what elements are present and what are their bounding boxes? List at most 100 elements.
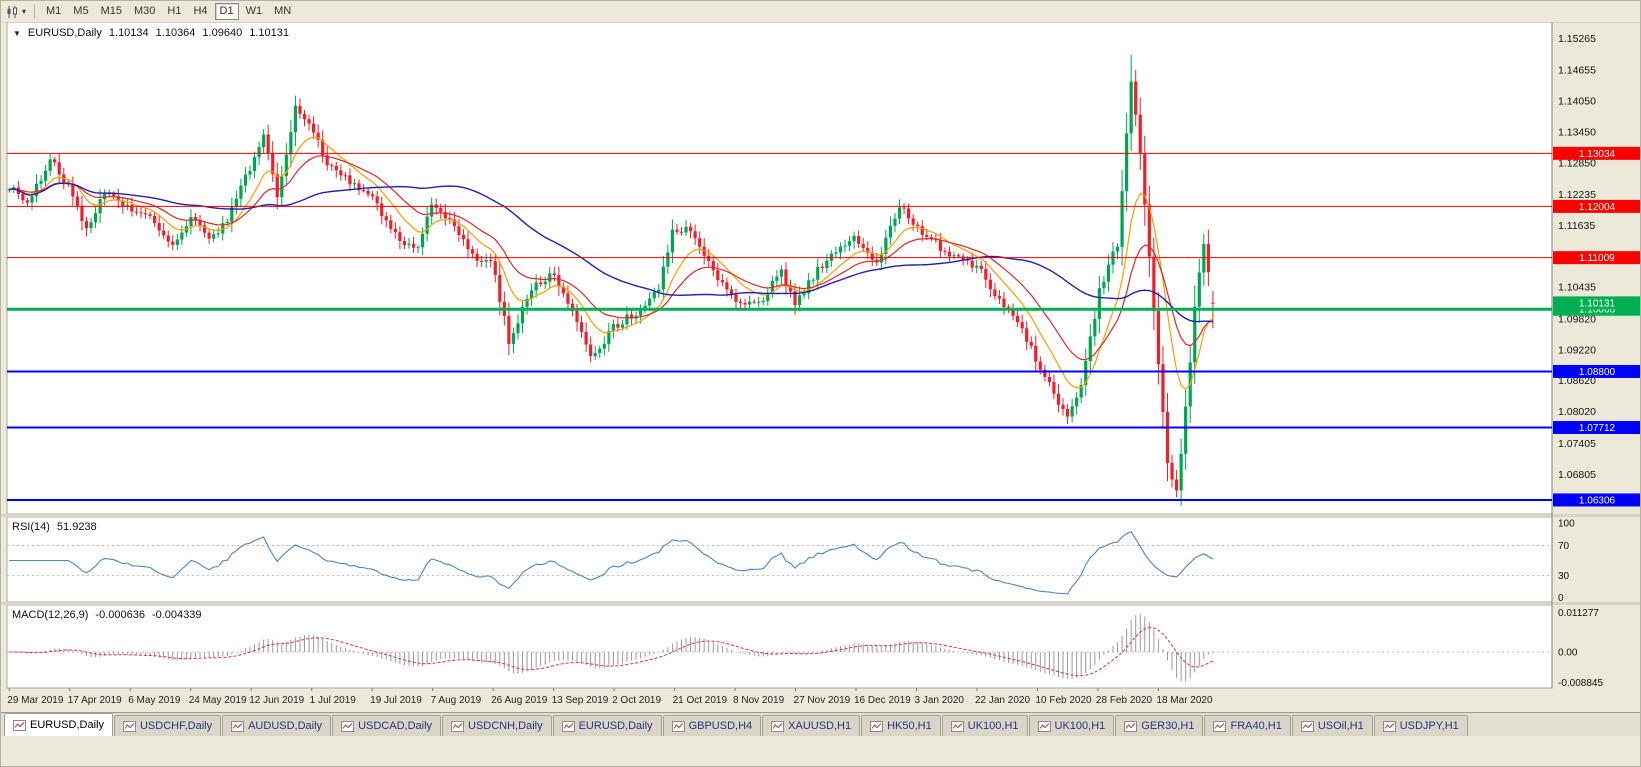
tab-uk100-h1-2[interactable]: UK100,H1 [1028, 715, 1115, 736]
timeframe-h1-button[interactable]: H1 [162, 3, 186, 20]
tab-label: FRA40,H1 [1230, 720, 1282, 732]
svg-text:12 Jun 2019: 12 Jun 2019 [249, 695, 304, 706]
tab-label: EURUSD,Daily [30, 719, 104, 731]
macd-indicator-title: MACD(12,26,9) -0.000636 -0.004339 [12, 609, 209, 621]
tab-ger30-h1[interactable]: GER30,H1 [1115, 715, 1204, 736]
timeframe-toolbar: ▾ M1 M5 M15 M30 H1 H4 D1 W1 MN [1, 1, 1640, 23]
chart-title: ▼ EURUSD,Daily 1.10134 1.10364 1.09640 1.1013… [13, 27, 296, 39]
svg-text:1.08620: 1.08620 [1558, 375, 1596, 387]
tab-eurusd-daily-2[interactable]: EURUSD,Daily [552, 715, 662, 736]
rsi-indicator-title: RSI(14) 51.9238 [12, 521, 104, 533]
svg-text:18 Mar 2020: 18 Mar 2020 [1156, 695, 1213, 706]
tab-usoil-h1[interactable]: USOil,H1 [1291, 715, 1373, 736]
chart-type-dropdown-icon[interactable]: ▾ [22, 7, 27, 16]
svg-text:1.07405: 1.07405 [1558, 438, 1596, 450]
svg-text:1.06306: 1.06306 [1579, 495, 1616, 506]
tab-chart-icon [1300, 720, 1314, 732]
svg-text:17 Apr 2019: 17 Apr 2019 [68, 695, 122, 706]
svg-text:1.09820: 1.09820 [1558, 313, 1596, 325]
tab-label: UK100,H1 [1054, 720, 1106, 732]
tab-usdjpy-h1[interactable]: USDJPY,H1 [1373, 715, 1468, 736]
chart-symbol: EURUSD,Daily [27, 27, 102, 39]
tab-label: UK100,H1 [967, 720, 1019, 732]
tab-xauusd-h1[interactable]: XAUUSD,H1 [762, 715, 861, 736]
tab-chart-icon [1213, 720, 1227, 732]
svg-text:1.10435: 1.10435 [1558, 282, 1596, 294]
macd-signal-value: -0.004339 [151, 609, 202, 621]
symbol-expand-icon[interactable]: ▼ [13, 29, 21, 38]
tab-label: USOil,H1 [1317, 720, 1364, 732]
tab-chart-icon [1124, 720, 1138, 732]
tab-chart-icon [771, 720, 785, 732]
svg-text:0.011277: 0.011277 [1558, 608, 1599, 619]
timeframe-m1-button[interactable]: M1 [41, 3, 66, 20]
tab-label: EURUSD,Daily [578, 720, 653, 732]
tab-chart-icon [451, 720, 465, 732]
chart-low-value: 1.09640 [202, 27, 243, 39]
tab-label: USDJPY,H1 [1399, 720, 1459, 732]
tab-hk50-h1[interactable]: HK50,H1 [861, 715, 941, 736]
timeframe-m5-button[interactable]: M5 [68, 3, 93, 20]
svg-text:24 May 2019: 24 May 2019 [189, 695, 247, 706]
tab-audusd-daily[interactable]: AUDUSD,Daily [222, 715, 332, 736]
macd-label: MACD(12,26,9) [12, 609, 89, 621]
svg-text:100: 100 [1558, 519, 1575, 530]
svg-text:-0.008845: -0.008845 [1558, 678, 1603, 689]
tab-label: GER30,H1 [1141, 720, 1195, 732]
chart-tab-bar: EURUSD,Daily USDCHF,Daily AUDUSD,Daily U… [1, 712, 1640, 736]
timeframe-m15-button[interactable]: M15 [96, 3, 127, 20]
tab-chart-icon [13, 719, 26, 731]
svg-text:1.12235: 1.12235 [1558, 189, 1596, 201]
svg-text:2 Oct 2019: 2 Oct 2019 [612, 695, 661, 706]
svg-text:6 May 2019: 6 May 2019 [128, 695, 181, 706]
svg-text:22 Jan 2020: 22 Jan 2020 [975, 695, 1030, 706]
svg-text:0: 0 [1558, 593, 1564, 604]
tab-label: USDCHF,Daily [139, 720, 213, 732]
svg-text:1.08020: 1.08020 [1558, 406, 1596, 418]
timeframe-h4-button[interactable]: H4 [188, 3, 212, 20]
tab-chart-icon [561, 720, 575, 732]
tab-gbpusd-h4[interactable]: GBPUSD,H4 [662, 715, 762, 736]
svg-text:1.09220: 1.09220 [1558, 344, 1596, 356]
tab-usdcnh-daily[interactable]: USDCNH,Daily [442, 715, 552, 736]
tab-label: XAUUSD,H1 [788, 720, 852, 732]
svg-text:1.15265: 1.15265 [1558, 33, 1596, 45]
timeframe-d1-button[interactable]: D1 [214, 3, 239, 20]
tab-chart-icon [870, 720, 884, 732]
svg-text:1.12004: 1.12004 [1579, 202, 1616, 213]
tab-chart-icon [671, 720, 685, 732]
tab-label: GBPUSD,H4 [688, 720, 753, 732]
svg-text:3 Jan 2020: 3 Jan 2020 [914, 695, 964, 706]
svg-text:1.14050: 1.14050 [1558, 95, 1596, 107]
svg-text:1.08800: 1.08800 [1579, 367, 1616, 378]
svg-text:10 Feb 2020: 10 Feb 2020 [1035, 695, 1092, 706]
svg-text:1.12850: 1.12850 [1558, 157, 1596, 169]
tab-label: AUDUSD,Daily [248, 720, 323, 732]
svg-text:19 Jul 2019: 19 Jul 2019 [370, 695, 422, 706]
tab-label: USDCNH,Daily [468, 720, 543, 732]
tab-label: USDCAD,Daily [358, 720, 433, 732]
chart-panel: 1.15265 1.14655 1.14050 1.13450 1.12850 1.122… [1, 22, 1641, 712]
tab-fra40-h1[interactable]: FRA40,H1 [1204, 715, 1291, 736]
svg-text:1.11635: 1.11635 [1558, 220, 1595, 232]
svg-text:0.00: 0.00 [1558, 648, 1578, 659]
timeframe-mn-button[interactable]: MN [269, 3, 296, 20]
price-chart-canvas[interactable]: 1.15265 1.14655 1.14050 1.13450 1.12850 1.122… [1, 22, 1641, 712]
macd-main-value: -0.000636 [95, 609, 145, 621]
svg-text:70: 70 [1558, 541, 1570, 552]
timeframe-w1-button[interactable]: W1 [241, 3, 268, 20]
candlestick-chart-icon[interactable] [5, 5, 21, 19]
tab-uk100-h1[interactable]: UK100,H1 [941, 715, 1028, 736]
svg-text:29 Mar 2019: 29 Mar 2019 [7, 695, 64, 706]
svg-text:1.10008: 1.10008 [1579, 305, 1616, 316]
timeframe-m30-button[interactable]: M30 [129, 3, 160, 20]
tab-usdchf-daily[interactable]: USDCHF,Daily [113, 715, 222, 736]
svg-text:1.10131: 1.10131 [1579, 298, 1616, 309]
tab-eurusd-daily[interactable]: EURUSD,Daily [4, 713, 113, 736]
tab-usdcad-daily[interactable]: USDCAD,Daily [332, 715, 442, 736]
svg-text:27 Nov 2019: 27 Nov 2019 [794, 695, 851, 706]
tab-label: HK50,H1 [887, 720, 932, 732]
svg-text:1.13034: 1.13034 [1579, 149, 1616, 160]
svg-text:1.06805: 1.06805 [1558, 469, 1596, 481]
